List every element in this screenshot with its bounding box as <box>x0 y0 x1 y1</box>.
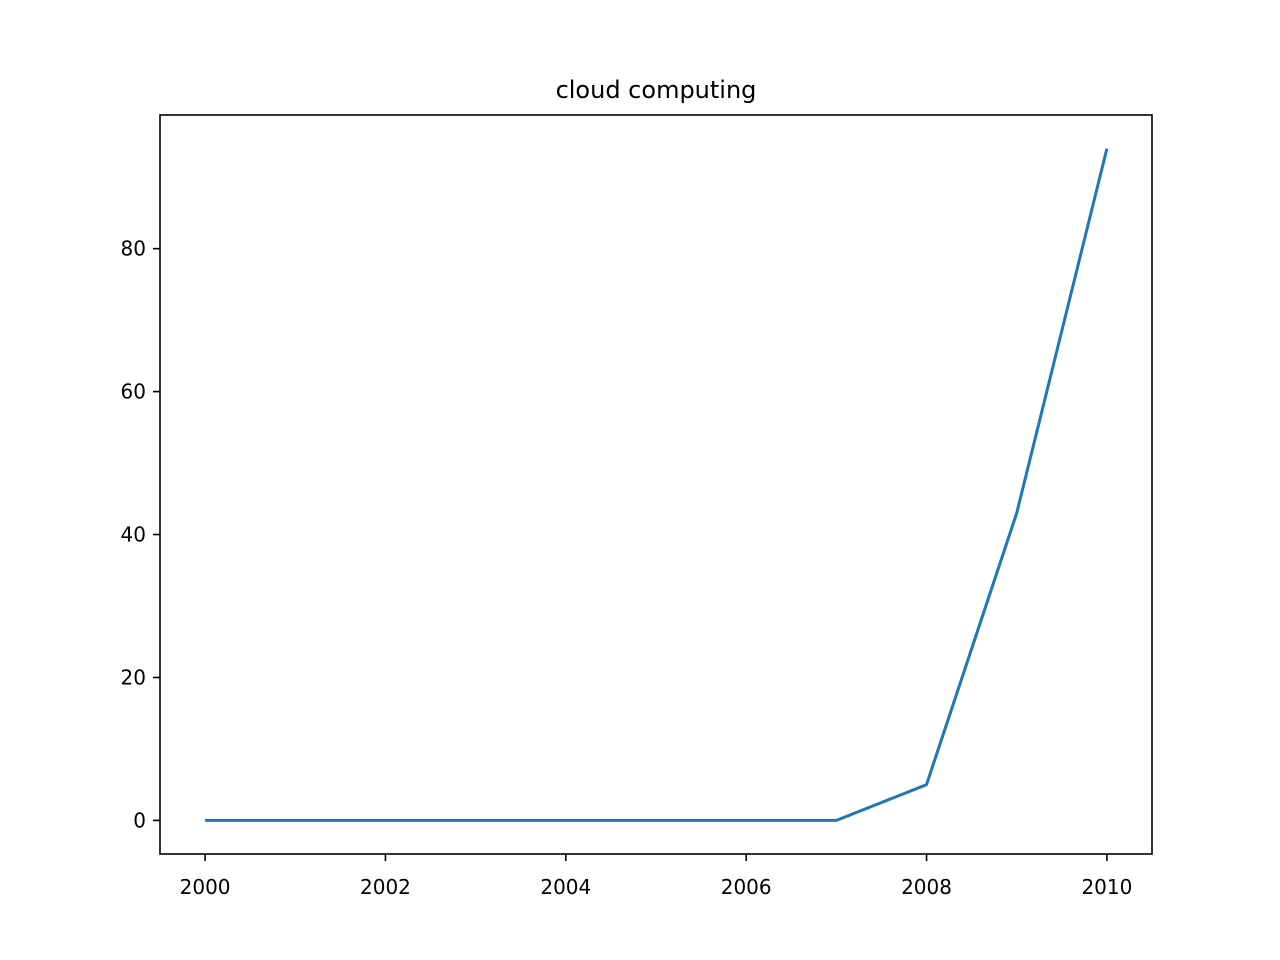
y-tick-label: 80 <box>121 237 146 261</box>
x-tick-label: 2004 <box>540 875 591 899</box>
x-axis: 2000 2002 2004 2006 2008 2010 <box>180 854 1132 899</box>
y-tick-label: 60 <box>121 380 146 404</box>
x-tick-label: 2002 <box>360 875 411 899</box>
y-tick-label: 40 <box>121 523 146 547</box>
plot-frame <box>159 114 1153 855</box>
chart-title: cloud computing <box>556 76 757 104</box>
x-tick-label: 2000 <box>180 875 231 899</box>
series-line-cloud-computing <box>205 148 1109 822</box>
y-tick-label: 0 <box>133 808 146 832</box>
x-tick-label: 2010 <box>1081 875 1132 899</box>
x-tick-label: 2006 <box>721 875 772 899</box>
x-tick-label: 2008 <box>901 875 952 899</box>
y-axis: 0 20 40 60 80 <box>121 237 160 832</box>
y-tick-label: 20 <box>121 665 146 689</box>
